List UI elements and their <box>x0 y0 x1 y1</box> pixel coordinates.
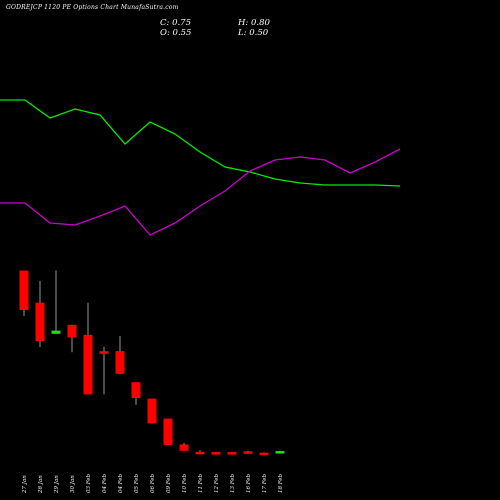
candle-body <box>211 452 221 455</box>
candle-body <box>179 444 189 451</box>
candle-body <box>67 324 77 338</box>
x-tick-label: 17 Feb <box>262 473 268 493</box>
candle-body <box>275 451 285 454</box>
chart-title: GODREJCP 1120 PE Options Chart MunafaSut… <box>6 4 179 11</box>
candle-body <box>243 451 253 454</box>
candle-body <box>147 398 157 424</box>
x-tick-label: 11 Feb <box>198 473 204 493</box>
candlesticks <box>19 270 285 456</box>
candle-body <box>35 302 45 342</box>
x-axis-labels: 27 Jan 28 Jan 29 Jan 30 Jan 03 Feb 04 Feb 04 F… <box>22 473 284 494</box>
indicator-lines <box>0 99 401 236</box>
open-value: O: 0.55 <box>160 28 192 38</box>
candle-body <box>227 452 237 455</box>
candle-body <box>115 351 125 374</box>
candle-body <box>19 270 29 311</box>
candle-body <box>131 382 141 399</box>
close-value: C: 0.75 <box>160 18 191 28</box>
indicator-line-2 <box>0 148 401 236</box>
x-tick-label: 18 Feb <box>278 473 284 493</box>
x-tick-label: 04 Feb <box>118 473 124 493</box>
x-tick-label: 16 Feb <box>246 473 252 493</box>
x-tick-label: 30 Jan <box>70 475 76 493</box>
x-tick-label: 13 Feb <box>230 473 236 493</box>
x-tick-label: 27 Jan <box>22 475 28 494</box>
candle-body <box>195 451 205 455</box>
candle-body <box>51 330 61 334</box>
candle-body <box>163 418 173 445</box>
low-value: L: 0.50 <box>238 28 269 38</box>
candle-body <box>99 351 109 354</box>
x-tick-label: 28 Jan <box>38 475 44 494</box>
x-tick-label: 29 Jan <box>54 475 60 494</box>
x-tick-label: 10 Feb <box>182 473 188 493</box>
candle-body <box>83 334 93 395</box>
x-tick-label: 06 Feb <box>150 473 156 493</box>
x-tick-label: 04 Feb <box>102 473 108 493</box>
x-tick-label: 12 Feb <box>214 473 220 493</box>
x-tick-label: 09 Feb <box>166 473 172 493</box>
indicator-line-1 <box>0 99 401 187</box>
high-value: H: 0.80 <box>238 18 270 28</box>
candle-body <box>259 452 269 456</box>
x-tick-label: 05 Feb <box>134 473 140 493</box>
x-tick-label: 03 Feb <box>86 473 92 493</box>
